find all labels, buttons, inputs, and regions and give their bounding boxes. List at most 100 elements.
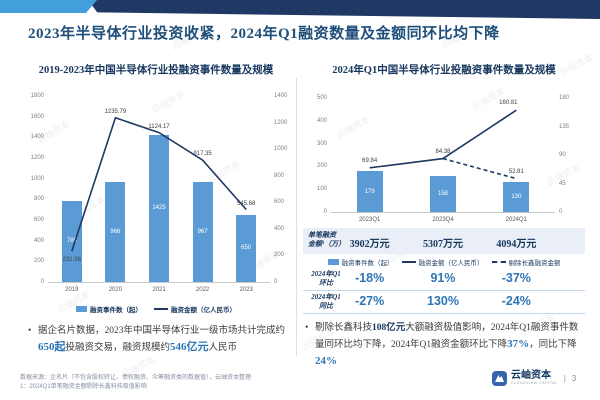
line-series	[71, 116, 247, 252]
right-axis-tick: 45	[559, 180, 566, 187]
left-chart-title: 2019-2023年中国半导体行业投融资事件数量及规模	[38, 65, 274, 76]
column-divider	[296, 78, 297, 356]
line-value-label: 545.68	[237, 200, 256, 207]
legend-label: 融资事件数（起）	[90, 307, 142, 314]
x-axis-label: 2022	[195, 287, 210, 293]
x-axis-label: 2021	[152, 287, 166, 293]
left-axis-tick: 500	[316, 95, 327, 101]
left-chart-legend: 融资事件数（起） 融资金额（亿人民币）	[20, 304, 292, 314]
left-axis-tick: 200	[33, 258, 44, 265]
logo-subtitle: CLOUDVIEW CAPITAL	[511, 381, 558, 386]
right-chart: 500 400 300 200 100 0 180 135 90 45 0 2023Q1 2023Q4 2…	[303, 86, 585, 226]
legend-label: 剔除长鑫融资金额	[508, 260, 561, 267]
bar-value-label: 158	[437, 190, 448, 197]
right-chart-title: 2024年Q1中国半导体行业投融资事件数量及规模	[332, 65, 556, 76]
bullet-text: 剔除长鑫科技	[315, 323, 373, 333]
bar	[503, 182, 530, 212]
bullet-highlight: 108亿元	[372, 323, 406, 333]
page-separator: |	[563, 374, 566, 383]
bullet-highlight: 546亿元	[170, 340, 209, 353]
right-axis-tick: 200	[274, 252, 285, 259]
left-axis-tick: 1600	[30, 113, 44, 120]
line-value-label: 1235.79	[104, 108, 127, 115]
bar	[61, 200, 82, 282]
bar	[356, 171, 383, 212]
right-chart-legend: 融资事件数（起） 融资金额（亿人民币） 剔除长鑫融资金额	[303, 257, 585, 267]
right-axis-tick: 135	[559, 123, 570, 130]
right-axis-tick: 0	[559, 209, 563, 215]
left-axis-tick: 100	[316, 186, 327, 193]
x-axis-label: 2019	[65, 287, 79, 293]
legend-item: 融资金额（亿人民币）	[401, 257, 484, 267]
right-axis-tick: 1200	[274, 119, 288, 126]
table-value: -37%	[501, 271, 531, 285]
line-legend-swatch	[154, 308, 168, 310]
x-axis-label: 2024Q1	[505, 217, 527, 223]
table-row: 2024年Q1 环比 -18% 91% -37%	[303, 268, 585, 291]
table-value: -18%	[355, 271, 385, 285]
x-axis-label: 2023Q1	[358, 217, 381, 223]
footer-source: 数据来源：企名片（不包含股权转让、债权融资、众筹融资类的数据值），云岫资本整理	[20, 375, 252, 381]
x-axis-line	[48, 282, 270, 283]
left-axis-tick: 200	[316, 163, 327, 170]
bar-value-label: 966	[110, 229, 121, 236]
bullet-highlight: 37%	[507, 337, 530, 350]
line-value-label: 1124.17	[148, 123, 170, 130]
bullet-text: ，同比	[529, 339, 558, 350]
left-bullet: • 据企名片数据，2023年中国半导体行业一级市场共计完成约 650起投融资交易，融…	[28, 324, 292, 356]
per-deal-amount-row: 单笔融资 金额¹（万） 3902万元 5307万元 4094万元	[303, 228, 585, 254]
bar-value-label: 1425	[152, 205, 166, 212]
bar	[105, 182, 126, 282]
logo-name: 云岫资本	[511, 370, 551, 382]
bar	[236, 214, 257, 282]
left-axis-tick: 400	[316, 117, 327, 124]
left-axis-tick: 1200	[30, 155, 44, 161]
legend-label: 融资金额（亿人民币）	[171, 307, 236, 314]
bullet-text: 人民币	[208, 342, 238, 353]
bullet-marker: •	[305, 323, 309, 333]
bar-legend-swatch	[327, 259, 339, 265]
table-row-label-line1: 2024年Q1	[311, 270, 341, 278]
table-row: 2024年Q1 同比 -27% 130% -24%	[303, 291, 585, 314]
per-deal-value: 5307万元	[423, 239, 463, 250]
bullet-text: 大额融资极值影响，2024年Q1融资事件数量同环比均下降，2024年Q1融资金额…	[315, 323, 579, 350]
left-axis-tick: 1400	[30, 134, 44, 141]
line-value-label: 84.38	[435, 148, 451, 155]
logo-mountain-icon	[492, 371, 507, 386]
line-value-label: 160.81	[499, 100, 518, 107]
company-logo: 云岫资本 CLOUDVIEW CAPITAL | 3	[492, 371, 576, 386]
right-axis-tick: 0	[274, 279, 278, 285]
right-axis-tick: 1400	[274, 93, 288, 99]
bullet-text: 据企名片数据，2023年中国半导体行业一级市场共计完成约	[38, 326, 286, 336]
right-axis-tick: 600	[274, 199, 285, 206]
legend-item: 剔除长鑫融资金额	[491, 257, 561, 267]
right-axis-tick: 90	[559, 152, 566, 158]
per-deal-amount-label: 单笔融资 金额¹（万）	[308, 231, 346, 249]
bar-legend-swatch	[76, 306, 87, 312]
legend-item: 融资事件数（起）	[327, 257, 394, 267]
right-axis-tick: 1000	[274, 146, 288, 153]
table-value: 91%	[430, 271, 456, 285]
legend-item: 融资金额（亿人民币）	[154, 304, 236, 314]
line-series	[369, 109, 517, 180]
table-row-label-line2: 同比	[319, 302, 333, 311]
right-axis-tick: 180	[559, 95, 570, 101]
left-axis-tick: 800	[33, 196, 44, 203]
left-axis-tick: 0	[323, 209, 327, 215]
bar-value-label: 179	[364, 188, 375, 195]
bullet-marker: •	[28, 326, 32, 336]
left-axis-tick: 600	[33, 217, 44, 223]
per-deal-value: 4094万元	[496, 239, 537, 250]
dash-legend-swatch	[491, 261, 506, 263]
left-axis-tick: 400	[33, 237, 44, 244]
table-row-label: 2024年Q1 同比	[305, 293, 347, 311]
right-axis-tick: 400	[274, 225, 285, 232]
page-number: 3	[571, 374, 577, 383]
line-value-label: 917.35	[193, 151, 212, 158]
x-axis-label: 2020	[108, 287, 123, 293]
bullet-highlight: 24%	[315, 354, 337, 367]
page-title: 2023年半导体行业投资收紧，2024年Q1融资数量及金额同环比均下降	[28, 26, 500, 42]
bullet-text: 投融资交易，融资规模约	[65, 342, 171, 353]
right-bullet: • 剔除长鑫科技108亿元大额融资极值影响，2024年Q1融资事件数量同环比均下降…	[305, 321, 583, 370]
